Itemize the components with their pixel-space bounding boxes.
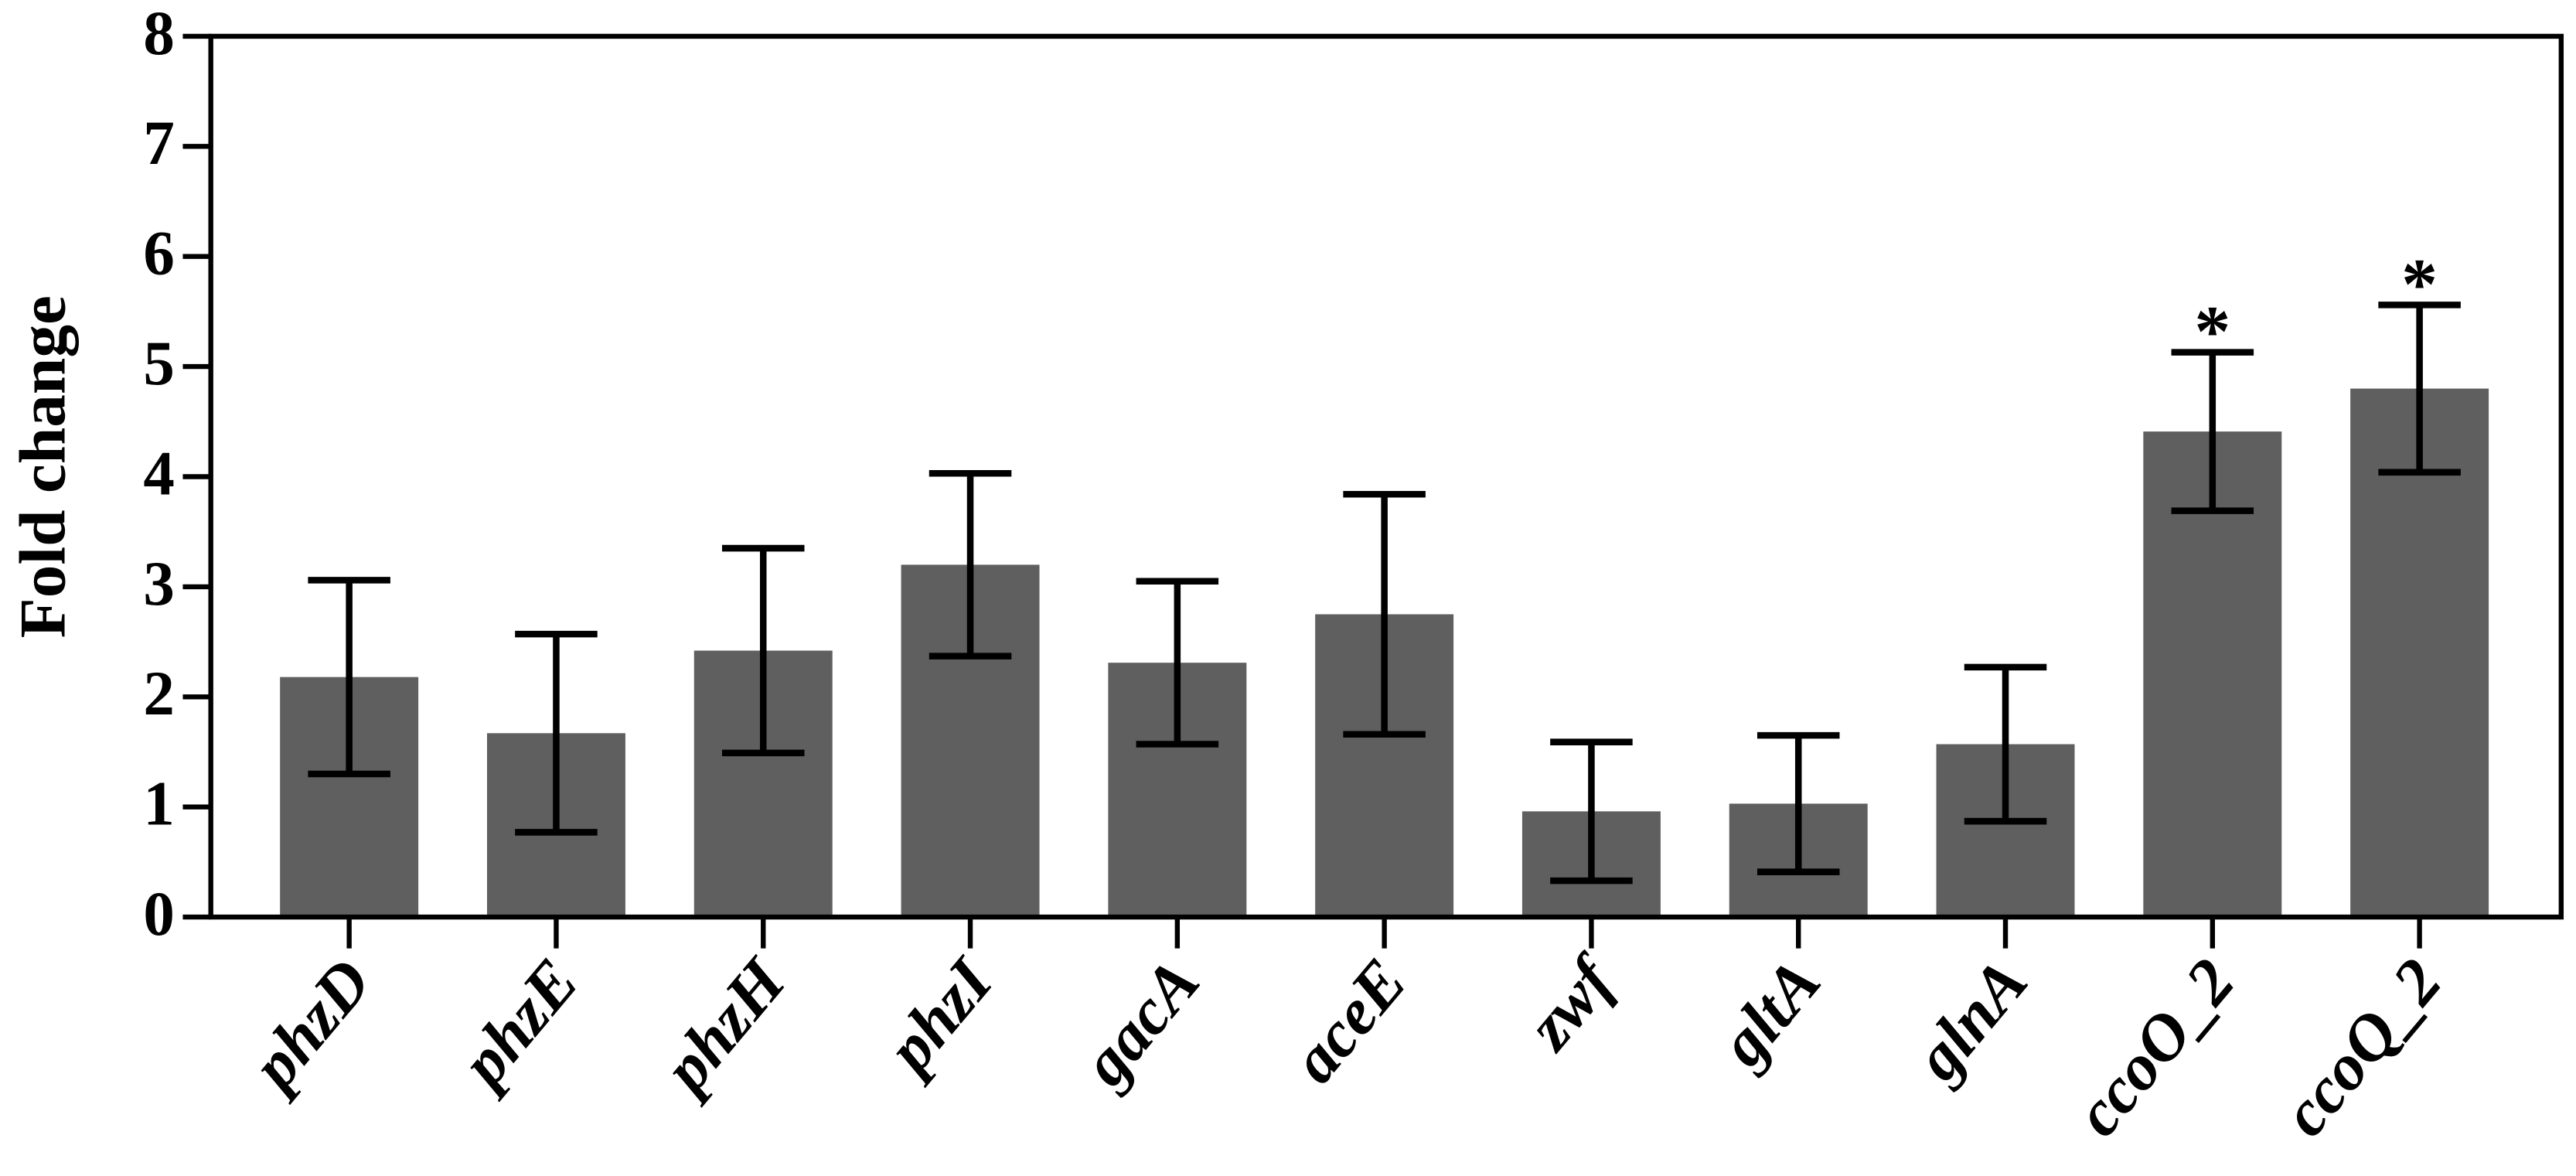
x-tick-label: glnA: [1900, 946, 2042, 1095]
significance-mark: *: [2194, 291, 2230, 372]
y-tick-label: 7: [143, 108, 174, 178]
x-tick-label: gltA: [1705, 946, 1835, 1081]
x-tick-label: ccoO_2: [2061, 946, 2248, 1150]
y-tick-label: 8: [143, 0, 174, 68]
plot-frame: [208, 33, 2564, 920]
error-bar: [929, 469, 1012, 660]
bar: [2350, 388, 2489, 918]
y-axis-label: Fold change: [7, 295, 80, 638]
significance-mark: *: [2401, 244, 2438, 325]
y-tick-label: 0: [143, 879, 174, 949]
error-bar: [308, 577, 390, 778]
y-tick-label: 3: [143, 549, 174, 619]
error-bar: [2171, 349, 2254, 514]
x-tick-label: phzD: [234, 946, 385, 1106]
error-bar: [1964, 663, 2047, 825]
x-tick-label: phzH: [646, 944, 801, 1109]
x-tick-label: phzI: [870, 944, 1008, 1089]
x-tick-label: phzE: [444, 946, 592, 1103]
y-tick-label: 4: [143, 438, 174, 508]
error-bar: [721, 544, 805, 757]
y-tick-label: 2: [143, 659, 174, 728]
error-bar: [515, 630, 598, 836]
error-bar: [1343, 491, 1426, 738]
y-tick-label: 6: [143, 219, 174, 288]
error-bar: [2378, 302, 2461, 476]
error-bar: [1136, 578, 1219, 748]
x-tick-label: aceE: [1278, 946, 1421, 1096]
x-tick-label: ccoQ_2: [2268, 946, 2455, 1150]
error-bar: [1757, 731, 1840, 875]
y-tick-label: 1: [143, 769, 174, 839]
y-tick-label: 5: [143, 329, 174, 398]
x-tick-label: gacA: [1068, 946, 1214, 1100]
x-tick-label: zwf: [1511, 941, 1631, 1064]
error-bar: [1550, 738, 1633, 885]
